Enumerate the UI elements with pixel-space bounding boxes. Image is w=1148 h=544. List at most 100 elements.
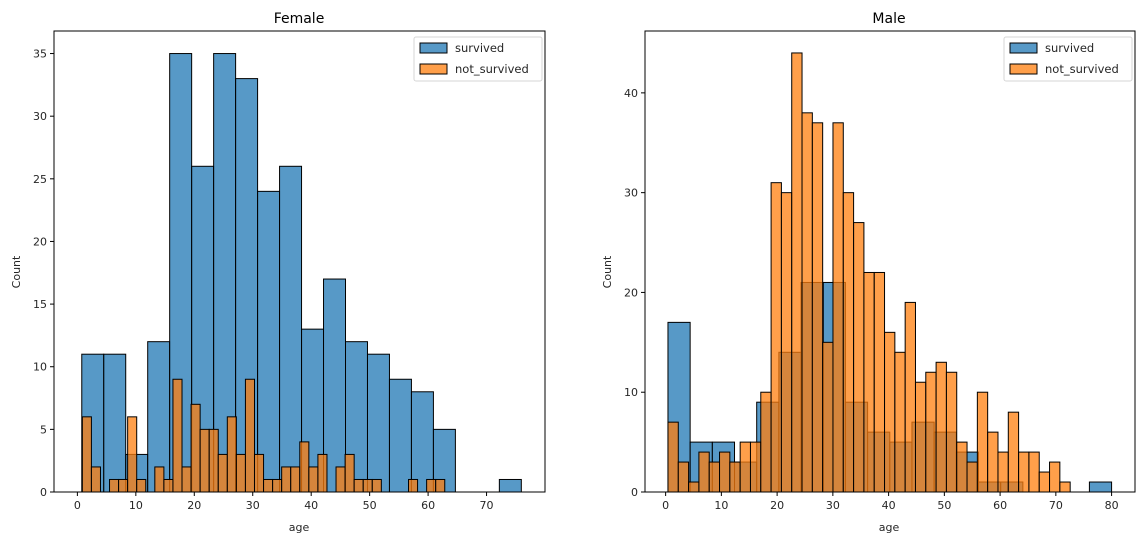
bar-not-survived (698, 451, 710, 493)
bar-survived (1088, 481, 1113, 493)
x-tick-label: 30 (826, 499, 840, 512)
bar-not-survived (181, 466, 192, 493)
x-tick-label: 40 (304, 499, 318, 512)
bar-not-survived (914, 381, 927, 493)
y-tick-label: 20 (624, 286, 638, 299)
bar-not-survived (976, 391, 989, 493)
legend-label-not-survived: not_survived (455, 62, 529, 76)
bar-not-survived (729, 461, 741, 493)
y-tick-label: 0 (631, 486, 638, 499)
female-histogram: Female age Count 0 10 20 30 40 50 60 70 0 5 10 15 2… (10, 11, 546, 534)
legend-label-survived: survived (455, 41, 504, 55)
bar-not-survived (344, 453, 355, 493)
bar-survived (103, 353, 127, 493)
bar-not-survived (335, 466, 346, 493)
y-tick-label: 40 (624, 87, 638, 100)
axes-frame (644, 30, 1136, 493)
bar-not-survived (136, 478, 147, 493)
bars (81, 53, 522, 493)
bar-not-survived (217, 453, 228, 493)
bar-not-survived (1049, 461, 1061, 493)
bar-not-survived (873, 271, 886, 493)
bar-not-survived (371, 478, 382, 493)
axes-frame (53, 30, 546, 493)
bar-not-survived (842, 192, 855, 493)
y-tick-label: 10 (624, 386, 638, 399)
x-ticks: 0 10 20 30 40 50 60 70 (74, 492, 494, 512)
bar-not-survived (317, 453, 328, 493)
bar-not-survived (832, 122, 844, 493)
bar-not-survived (749, 441, 762, 493)
bar-not-survived (118, 478, 129, 493)
legend: survived not_survived (413, 36, 543, 82)
bar-not-survived (853, 222, 865, 493)
legend: survived not_survived (1003, 36, 1133, 82)
legend-swatch-survived (1009, 42, 1038, 54)
x-tick-label: 20 (770, 499, 784, 512)
x-tick-label: 10 (714, 499, 728, 512)
bar-not-survived (226, 416, 237, 493)
bar-not-survived (935, 361, 947, 493)
bar-not-survived (739, 441, 751, 493)
bar-not-survived (894, 351, 906, 493)
bar-not-survived (435, 478, 446, 493)
chart-title: Female (274, 11, 325, 27)
bar-not-survived (884, 331, 896, 493)
bar-not-survived (81, 416, 92, 493)
x-tick-label: 10 (129, 499, 143, 512)
bar-not-survived (677, 461, 690, 493)
bar-not-survived (1038, 471, 1051, 493)
x-tick-label: 60 (993, 499, 1007, 512)
bar-not-survived (253, 453, 265, 493)
bar-not-survived (1007, 411, 1020, 493)
bar-survived (498, 478, 522, 493)
bar-not-survived (299, 441, 310, 493)
male-histogram: Male age Count 0 10 20 30 40 50 60 70 80 0 10 20 30… (601, 11, 1136, 534)
y-tick-label: 10 (33, 361, 47, 374)
bar-survived (388, 378, 412, 493)
x-axis-label: age (879, 521, 900, 534)
y-tick-label: 15 (33, 298, 47, 311)
bar-not-survived (770, 182, 782, 493)
bar-not-survived (244, 378, 255, 493)
y-tick-label: 35 (33, 48, 47, 61)
bar-not-survived (719, 451, 731, 493)
bar-not-survived (281, 466, 292, 493)
bar-not-survived (925, 371, 937, 493)
legend-swatch-not-survived (419, 63, 448, 75)
bar-not-survived (235, 453, 246, 493)
y-tick-label: 30 (624, 187, 638, 200)
bar-survived (257, 190, 281, 493)
bar-not-survived (863, 271, 875, 493)
bar-not-survived (956, 441, 968, 493)
bar-not-survived (263, 478, 274, 493)
y-tick-label: 20 (33, 235, 47, 248)
bar-not-survived (708, 461, 721, 493)
bar-not-survived (780, 192, 793, 493)
legend-label-survived: survived (1045, 41, 1094, 55)
y-tick-label: 5 (40, 423, 47, 436)
x-tick-label: 60 (421, 499, 435, 512)
bar-not-survived (172, 378, 183, 493)
bar-survived (366, 353, 390, 493)
x-tick-label: 50 (363, 499, 377, 512)
bar-survived (279, 165, 303, 493)
bar-not-survived (408, 478, 419, 493)
x-tick-label: 80 (1105, 499, 1119, 512)
legend-swatch-not-survived (1009, 63, 1038, 75)
bar-not-survived (966, 461, 978, 493)
bar-not-survived (1059, 481, 1071, 493)
bar-not-survived (987, 431, 999, 493)
bar-not-survived (791, 52, 803, 493)
bar-not-survived (272, 478, 283, 493)
bar-not-survived (154, 466, 165, 493)
bar-not-survived (801, 112, 813, 493)
bar-not-survived (208, 428, 219, 493)
bar-not-survived (904, 301, 916, 493)
bar-not-survived (290, 466, 301, 493)
x-tick-label: 30 (246, 499, 260, 512)
y-tick-label: 0 (40, 486, 47, 499)
y-axis-label: Count (10, 255, 23, 288)
bar-not-survived (109, 478, 120, 493)
